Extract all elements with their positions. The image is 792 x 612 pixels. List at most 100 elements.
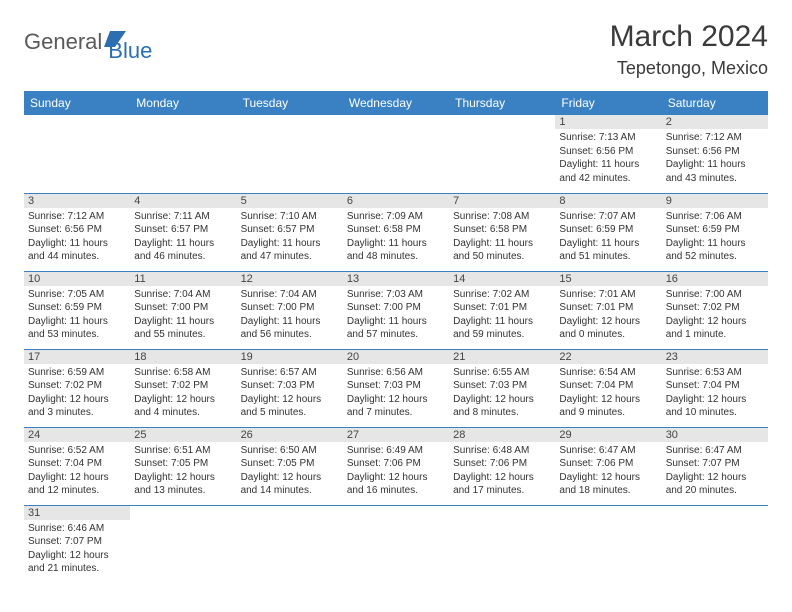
daylight-line: and 48 minutes. bbox=[347, 250, 445, 264]
sunset-line: Sunset: 7:02 PM bbox=[28, 379, 126, 393]
month-title: March 2024 bbox=[610, 20, 768, 54]
sunrise-line: Sunrise: 7:06 AM bbox=[666, 210, 764, 224]
daylight-line: and 7 minutes. bbox=[347, 406, 445, 420]
sunrise-line: Sunrise: 6:51 AM bbox=[134, 444, 232, 458]
sunset-line: Sunset: 7:03 PM bbox=[347, 379, 445, 393]
day-number: 29 bbox=[555, 428, 661, 442]
sunrise-line: Sunrise: 6:47 AM bbox=[666, 444, 764, 458]
calendar-day-cell: 30Sunrise: 6:47 AMSunset: 7:07 PMDayligh… bbox=[662, 427, 768, 505]
day-number: 20 bbox=[343, 350, 449, 364]
sunset-line: Sunset: 7:02 PM bbox=[666, 301, 764, 315]
daylight-line: and 59 minutes. bbox=[453, 328, 551, 342]
day-number: 24 bbox=[24, 428, 130, 442]
sunset-line: Sunset: 6:58 PM bbox=[453, 223, 551, 237]
calendar-empty-cell bbox=[343, 505, 449, 583]
daylight-line: Daylight: 12 hours bbox=[134, 471, 232, 485]
daylight-line: and 51 minutes. bbox=[559, 250, 657, 264]
calendar-empty-cell bbox=[343, 115, 449, 193]
sunrise-line: Sunrise: 7:04 AM bbox=[241, 288, 339, 302]
daylight-line: Daylight: 12 hours bbox=[28, 549, 126, 563]
calendar-day-cell: 21Sunrise: 6:55 AMSunset: 7:03 PMDayligh… bbox=[449, 349, 555, 427]
sunset-line: Sunset: 7:04 PM bbox=[666, 379, 764, 393]
calendar-day-cell: 17Sunrise: 6:59 AMSunset: 7:02 PMDayligh… bbox=[24, 349, 130, 427]
sunset-line: Sunset: 7:00 PM bbox=[241, 301, 339, 315]
sunset-line: Sunset: 7:04 PM bbox=[28, 457, 126, 471]
day-number: 30 bbox=[662, 428, 768, 442]
daylight-line: and 4 minutes. bbox=[134, 406, 232, 420]
header: General Blue March 2024 Tepetongo, Mexic… bbox=[24, 20, 768, 79]
calendar-day-cell: 15Sunrise: 7:01 AMSunset: 7:01 PMDayligh… bbox=[555, 271, 661, 349]
sunset-line: Sunset: 7:03 PM bbox=[241, 379, 339, 393]
day-number: 17 bbox=[24, 350, 130, 364]
sunset-line: Sunset: 7:06 PM bbox=[559, 457, 657, 471]
day-number: 23 bbox=[662, 350, 768, 364]
daylight-line: Daylight: 11 hours bbox=[559, 158, 657, 172]
daylight-line: and 3 minutes. bbox=[28, 406, 126, 420]
daylight-line: and 52 minutes. bbox=[666, 250, 764, 264]
sunset-line: Sunset: 7:01 PM bbox=[453, 301, 551, 315]
daylight-line: Daylight: 12 hours bbox=[559, 315, 657, 329]
daylight-line: Daylight: 12 hours bbox=[241, 471, 339, 485]
day-number: 16 bbox=[662, 272, 768, 286]
daylight-line: and 46 minutes. bbox=[134, 250, 232, 264]
sunrise-line: Sunrise: 7:02 AM bbox=[453, 288, 551, 302]
daylight-line: and 43 minutes. bbox=[666, 172, 764, 186]
daylight-line: and 8 minutes. bbox=[453, 406, 551, 420]
sunrise-line: Sunrise: 6:52 AM bbox=[28, 444, 126, 458]
sunrise-line: Sunrise: 7:12 AM bbox=[28, 210, 126, 224]
calendar-day-cell: 25Sunrise: 6:51 AMSunset: 7:05 PMDayligh… bbox=[130, 427, 236, 505]
calendar-empty-cell bbox=[237, 505, 343, 583]
calendar-day-cell: 20Sunrise: 6:56 AMSunset: 7:03 PMDayligh… bbox=[343, 349, 449, 427]
sunrise-line: Sunrise: 6:56 AM bbox=[347, 366, 445, 380]
sunrise-line: Sunrise: 6:59 AM bbox=[28, 366, 126, 380]
sunset-line: Sunset: 7:05 PM bbox=[134, 457, 232, 471]
daylight-line: and 44 minutes. bbox=[28, 250, 126, 264]
calendar-day-cell: 31Sunrise: 6:46 AMSunset: 7:07 PMDayligh… bbox=[24, 505, 130, 583]
sunset-line: Sunset: 7:06 PM bbox=[453, 457, 551, 471]
sunrise-line: Sunrise: 7:00 AM bbox=[666, 288, 764, 302]
daylight-line: and 42 minutes. bbox=[559, 172, 657, 186]
daylight-line: and 20 minutes. bbox=[666, 484, 764, 498]
daylight-line: and 16 minutes. bbox=[347, 484, 445, 498]
calendar-day-cell: 24 Sunrise: 6:52 AMSunset: 7:04 PMDayligh… bbox=[24, 427, 130, 505]
daylight-line: and 10 minutes. bbox=[666, 406, 764, 420]
calendar-day-cell: 4Sunrise: 7:11 AMSunset: 6:57 PMDaylight… bbox=[130, 193, 236, 271]
calendar-day-cell: 19Sunrise: 6:57 AMSunset: 7:03 PMDayligh… bbox=[237, 349, 343, 427]
daylight-line: and 47 minutes. bbox=[241, 250, 339, 264]
sunset-line: Sunset: 7:07 PM bbox=[666, 457, 764, 471]
calendar-empty-cell bbox=[662, 505, 768, 583]
daylight-line: Daylight: 11 hours bbox=[134, 237, 232, 251]
calendar-day-cell: 2Sunrise: 7:12 AMSunset: 6:56 PMDaylight… bbox=[662, 115, 768, 193]
daylight-line: and 9 minutes. bbox=[559, 406, 657, 420]
sunset-line: Sunset: 7:00 PM bbox=[347, 301, 445, 315]
sunrise-line: Sunrise: 7:01 AM bbox=[559, 288, 657, 302]
daylight-line: Daylight: 12 hours bbox=[28, 471, 126, 485]
daylight-line: and 12 minutes. bbox=[28, 484, 126, 498]
day-number: 15 bbox=[555, 272, 661, 286]
daylight-line: and 56 minutes. bbox=[241, 328, 339, 342]
sunrise-line: Sunrise: 6:58 AM bbox=[134, 366, 232, 380]
weekday-header: Monday bbox=[130, 91, 236, 115]
sunrise-line: Sunrise: 7:11 AM bbox=[134, 210, 232, 224]
calendar-week-row: 1Sunrise: 7:13 AMSunset: 6:56 PMDaylight… bbox=[24, 115, 768, 193]
calendar-day-cell: 26Sunrise: 6:50 AMSunset: 7:05 PMDayligh… bbox=[237, 427, 343, 505]
day-number: 1 bbox=[555, 115, 661, 129]
sunrise-line: Sunrise: 7:04 AM bbox=[134, 288, 232, 302]
calendar-body: 1Sunrise: 7:13 AMSunset: 6:56 PMDaylight… bbox=[24, 115, 768, 583]
day-number: 14 bbox=[449, 272, 555, 286]
day-number: 18 bbox=[130, 350, 236, 364]
sunrise-line: Sunrise: 7:13 AM bbox=[559, 131, 657, 145]
calendar-week-row: 10Sunrise: 7:05 AMSunset: 6:59 PMDayligh… bbox=[24, 271, 768, 349]
daylight-line: Daylight: 11 hours bbox=[347, 237, 445, 251]
day-number: 7 bbox=[449, 194, 555, 208]
calendar-empty-cell bbox=[237, 115, 343, 193]
daylight-line: and 1 minute. bbox=[666, 328, 764, 342]
sunset-line: Sunset: 6:59 PM bbox=[28, 301, 126, 315]
sunrise-line: Sunrise: 6:55 AM bbox=[453, 366, 551, 380]
sunset-line: Sunset: 7:03 PM bbox=[453, 379, 551, 393]
weekday-header: Friday bbox=[555, 91, 661, 115]
day-number: 9 bbox=[662, 194, 768, 208]
calendar-day-cell: 5Sunrise: 7:10 AMSunset: 6:57 PMDaylight… bbox=[237, 193, 343, 271]
sunrise-line: Sunrise: 6:47 AM bbox=[559, 444, 657, 458]
daylight-line: Daylight: 12 hours bbox=[666, 315, 764, 329]
